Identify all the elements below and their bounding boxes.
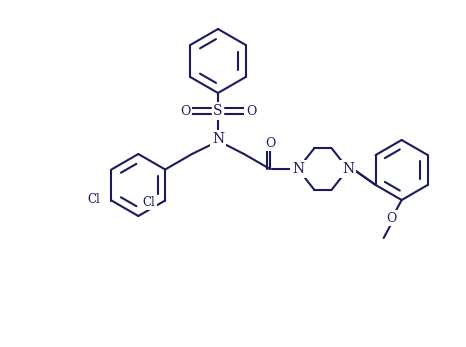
Text: N: N	[292, 162, 304, 176]
Text: N: N	[342, 162, 354, 176]
Text: Cl: Cl	[87, 193, 100, 206]
Text: Cl: Cl	[143, 196, 156, 209]
Text: O: O	[386, 212, 397, 225]
Text: S: S	[213, 104, 223, 118]
Text: N: N	[292, 162, 304, 176]
Text: O: O	[180, 104, 190, 118]
Text: N: N	[212, 132, 224, 146]
Text: O: O	[265, 136, 275, 150]
Text: O: O	[246, 104, 256, 118]
